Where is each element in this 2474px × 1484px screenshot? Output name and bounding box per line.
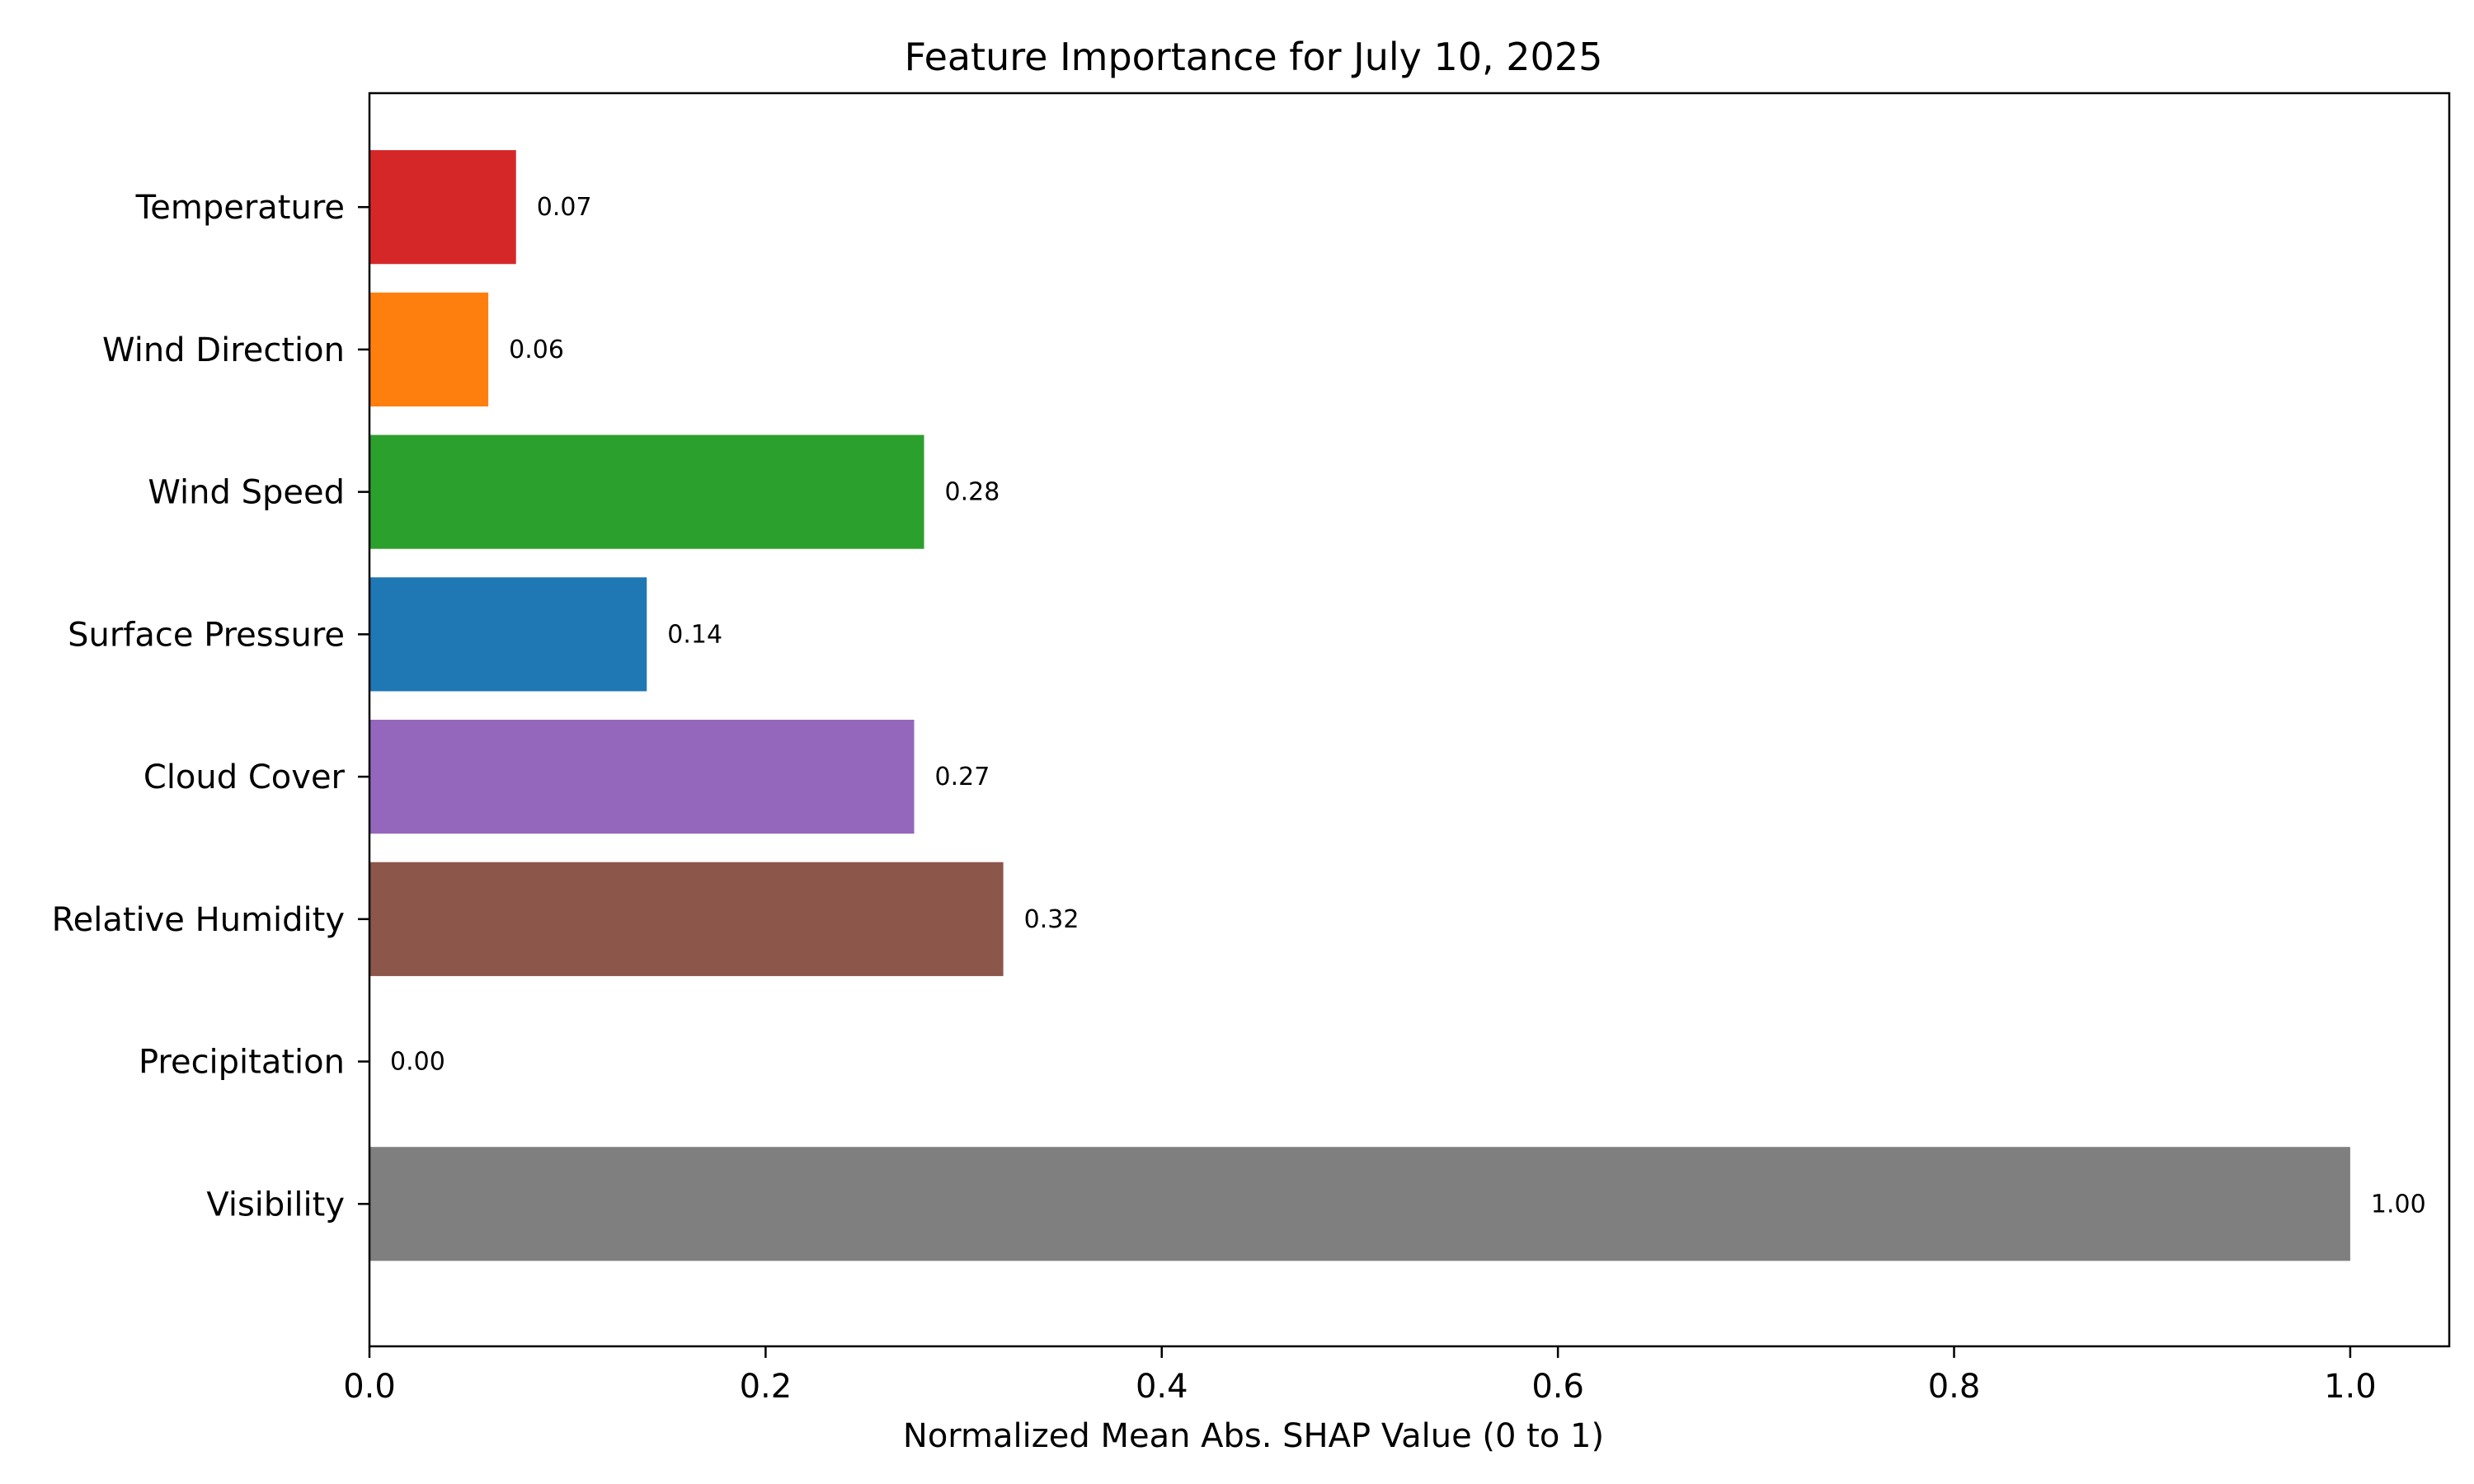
bar-wind-direction — [369, 292, 489, 406]
y-tick-label: Precipitation — [139, 1044, 345, 1082]
value-labels-group: 0.07 0.06 0.28 0.14 0.27 0.32 0.00 1.00 — [390, 193, 2426, 1219]
bar-cloud-cover — [369, 720, 915, 834]
bar-visibility — [369, 1147, 2350, 1261]
bar-wind-speed — [369, 434, 924, 549]
y-tick-label: Cloud Cover — [143, 758, 346, 796]
y-tick-label: Surface Pressure — [68, 616, 345, 654]
x-tick-label: 0.2 — [740, 1368, 793, 1406]
value-label: 0.00 — [390, 1048, 445, 1077]
y-tick-label: Wind Speed — [148, 474, 345, 512]
value-label: 0.14 — [667, 620, 722, 649]
y-tick-label: Temperature — [135, 189, 345, 227]
x-tick-label: 0.4 — [1136, 1368, 1188, 1406]
x-tick-label: 0.8 — [1928, 1368, 1981, 1406]
bars-group — [369, 150, 2350, 1261]
y-tick-label: Relative Humidity — [52, 901, 345, 939]
plot-frame — [368, 92, 2451, 1348]
x-axis-label: Normalized Mean Abs. SHAP Value (0 to 1) — [903, 1417, 1604, 1455]
x-tick-label: 0.0 — [343, 1368, 396, 1406]
value-label: 0.06 — [509, 336, 564, 364]
y-axis: Temperature Wind Direction Wind Speed Surfa… — [52, 189, 369, 1223]
x-tick-label: 1.0 — [2324, 1368, 2377, 1406]
chart-title: Feature Importance for July 10, 2025 — [905, 35, 1603, 79]
bar-temperature — [369, 150, 516, 265]
y-tick-label: Visibility — [206, 1186, 345, 1223]
y-tick-label: Wind Direction — [102, 331, 345, 369]
bar-relative-humidity — [369, 862, 1004, 976]
bar-surface-pressure — [369, 577, 647, 692]
x-axis: 0.0 0.2 0.4 0.6 0.8 1.0 — [343, 1346, 2377, 1406]
value-label: 0.27 — [935, 763, 990, 791]
x-tick-label: 0.6 — [1531, 1368, 1584, 1406]
value-label: 1.00 — [2371, 1190, 2426, 1219]
value-label: 0.32 — [1024, 905, 1079, 934]
value-label: 0.28 — [945, 478, 1000, 507]
value-label: 0.07 — [537, 193, 592, 222]
